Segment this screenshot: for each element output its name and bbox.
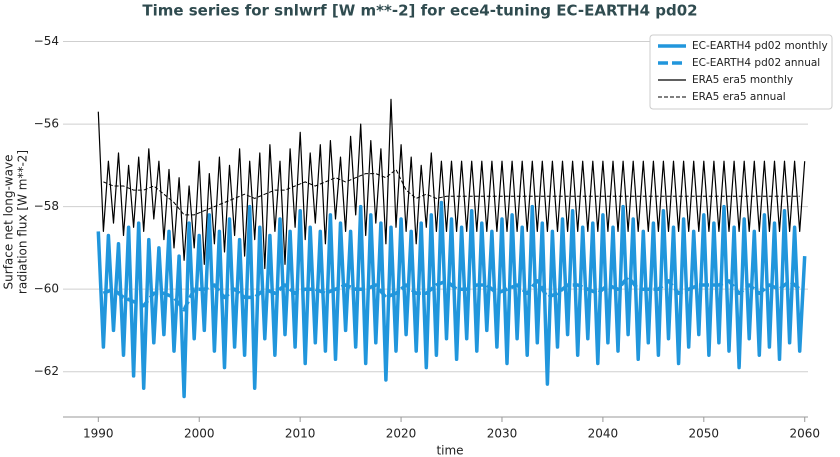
series-line bbox=[96, 200, 807, 399]
y-tick-label: −58 bbox=[34, 199, 59, 213]
y-axis-label: radiation flux [W m**-2] bbox=[16, 150, 30, 294]
x-tick-label: 2010 bbox=[285, 427, 316, 441]
y-tick-label: −62 bbox=[34, 364, 59, 378]
series-line bbox=[97, 98, 806, 270]
legend-label: EC-EARTH4 pd02 monthly bbox=[692, 40, 828, 52]
x-axis-label: time bbox=[436, 444, 463, 457]
x-tick-label: 2050 bbox=[689, 427, 720, 441]
legend-label: EC-EARTH4 pd02 annual bbox=[692, 57, 820, 69]
legend-label: ERA5 era5 monthly bbox=[692, 74, 793, 86]
series-line bbox=[103, 169, 800, 216]
series-line bbox=[102, 275, 801, 312]
y-tick-label: −60 bbox=[34, 282, 59, 296]
legend-label: ERA5 era5 annual bbox=[692, 91, 786, 103]
x-tick-label: 2000 bbox=[184, 427, 215, 441]
x-tick-label: 2030 bbox=[487, 427, 518, 441]
y-tick-label: −54 bbox=[34, 34, 59, 48]
legend-box bbox=[649, 34, 833, 110]
x-tick-label: 2060 bbox=[789, 427, 820, 441]
y-axis-label: Surface net long-wave bbox=[2, 155, 16, 290]
x-tick-label: 2020 bbox=[386, 427, 417, 441]
x-tick-label: 1990 bbox=[83, 427, 114, 441]
chart-title: Time series for snlwrf [W m**-2] for ece… bbox=[142, 2, 697, 20]
y-tick-label: −56 bbox=[34, 117, 59, 131]
x-tick-label: 2040 bbox=[588, 427, 619, 441]
